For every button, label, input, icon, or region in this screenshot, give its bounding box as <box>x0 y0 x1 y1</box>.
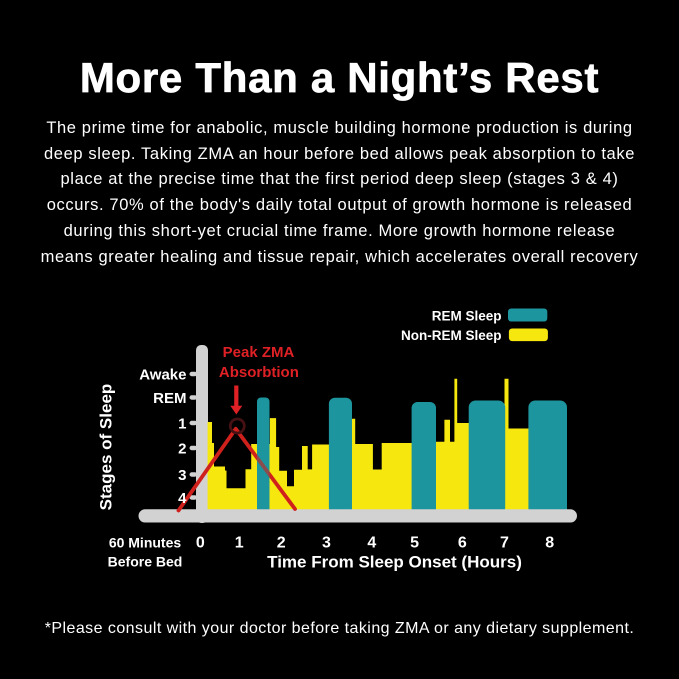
svg-text:0: 0 <box>196 535 205 552</box>
svg-text:1: 1 <box>235 535 244 552</box>
svg-text:3: 3 <box>322 535 331 552</box>
svg-text:60 Minutes: 60 Minutes <box>109 534 182 550</box>
svg-text:Stages of Sleep: Stages of Sleep <box>97 384 116 511</box>
svg-text:2: 2 <box>178 440 186 457</box>
svg-text:6: 6 <box>458 535 467 552</box>
svg-text:Absorbtion: Absorbtion <box>219 364 299 381</box>
svg-text:1: 1 <box>178 415 186 432</box>
svg-text:Before Bed: Before Bed <box>108 553 183 569</box>
svg-text:Time From Sleep Onset (Hours): Time From Sleep Onset (Hours) <box>267 553 522 572</box>
svg-text:3: 3 <box>178 467 186 484</box>
svg-text:Peak ZMA: Peak ZMA <box>223 344 295 361</box>
svg-text:5: 5 <box>410 535 419 552</box>
svg-text:Awake: Awake <box>139 366 186 383</box>
svg-text:8: 8 <box>545 535 554 552</box>
svg-text:Non-REM Sleep: Non-REM Sleep <box>401 328 502 343</box>
svg-text:2: 2 <box>277 535 286 552</box>
svg-text:REM: REM <box>153 390 186 407</box>
svg-text:7: 7 <box>500 535 509 552</box>
svg-text:4: 4 <box>178 490 187 507</box>
svg-text:4: 4 <box>367 535 376 552</box>
svg-text:REM Sleep: REM Sleep <box>432 308 502 323</box>
